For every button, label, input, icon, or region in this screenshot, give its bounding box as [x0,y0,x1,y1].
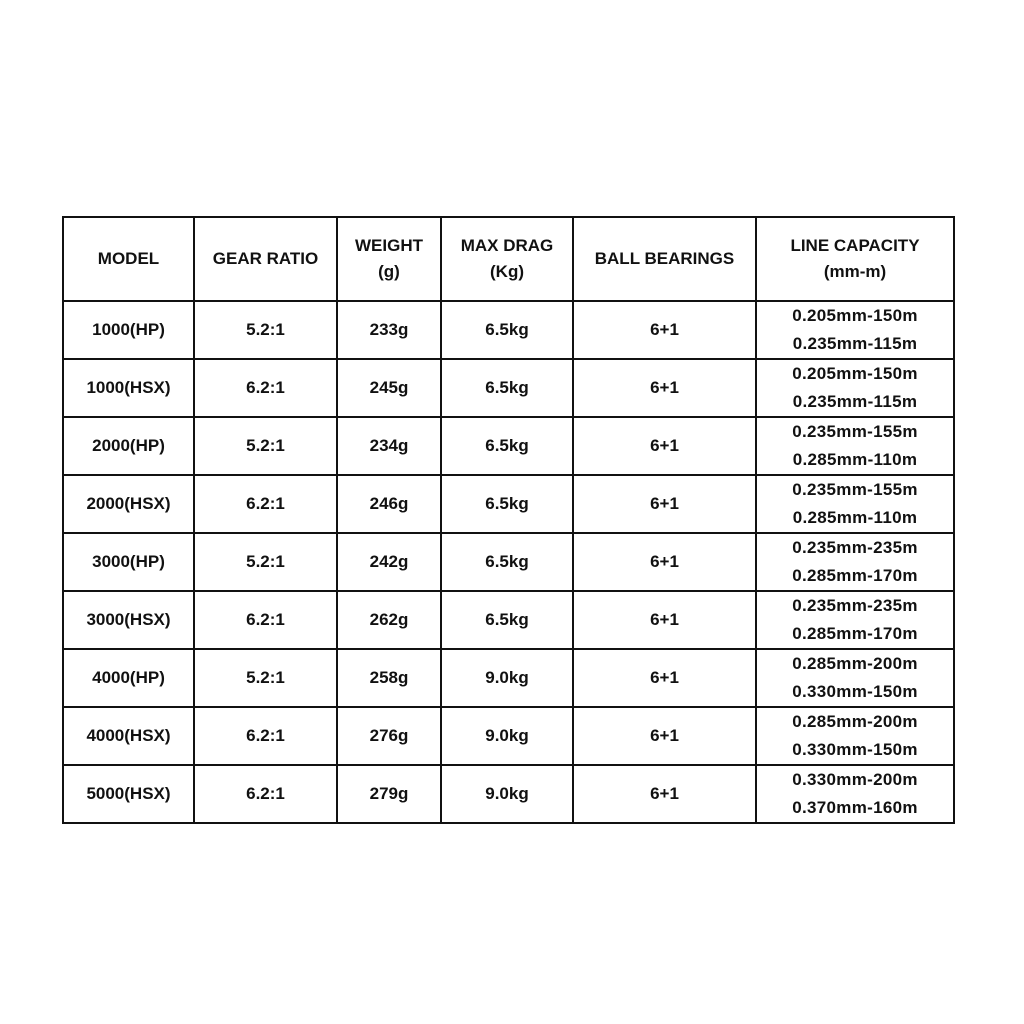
header-gear-ratio: GEAR RATIO [193,216,338,302]
line-capacity-value: 0.235mm-155m [792,480,918,499]
line-capacity-value: 0.235mm-235m [792,538,918,557]
cell-gear-ratio: 6.2:1 [193,474,338,534]
table-row: 3000(HP) 5.2:1 242g 6.5kg 6+1 0.235mm-235m 0.2… [62,532,955,592]
header-ball-bearings: BALL BEARINGS [572,216,757,302]
cell-weight: 245g [336,358,442,418]
cell-line-capacity: 0.235mm-155m 0.285mm-110m [755,474,955,534]
table-row: 3000(HSX) 6.2:1 262g 6.5kg 6+1 0.235mm-235m 0.… [62,590,955,650]
cell-weight: 242g [336,532,442,592]
line-capacity-value: 0.330mm-150m [792,740,918,759]
line-capacity-value: 0.330mm-150m [792,682,918,701]
line-capacity-value: 0.205mm-150m [792,364,918,383]
table-row: 2000(HP) 5.2:1 234g 6.5kg 6+1 0.235mm-155m 0.2… [62,416,955,476]
header-max-drag: MAX DRAG (Kg) [440,216,574,302]
table-row: 4000(HSX) 6.2:1 276g 9.0kg 6+1 0.285mm-200m 0.… [62,706,955,766]
cell-ball-bearings: 6+1 [572,532,757,592]
cell-ball-bearings: 6+1 [572,358,757,418]
cell-gear-ratio: 5.2:1 [193,648,338,708]
header-weight: WEIGHT (g) [336,216,442,302]
cell-max-drag: 9.0kg [440,706,574,766]
cell-weight: 279g [336,764,442,824]
cell-model: 3000(HSX) [62,590,195,650]
line-capacity-value: 0.285mm-110m [792,450,918,469]
cell-ball-bearings: 6+1 [572,300,757,360]
header-unit: (Kg) [490,262,524,281]
header-unit: (mm-m) [823,262,887,281]
cell-max-drag: 6.5kg [440,416,574,476]
cell-ball-bearings: 6+1 [572,706,757,766]
cell-line-capacity: 0.235mm-235m 0.285mm-170m [755,532,955,592]
line-capacity-value: 0.330mm-200m [792,770,918,789]
cell-gear-ratio: 6.2:1 [193,706,338,766]
line-capacity-value: 0.285mm-200m [792,654,918,673]
header-label: MODEL [97,249,160,268]
cell-line-capacity: 0.205mm-150m 0.235mm-115m [755,300,955,360]
line-capacity-value: 0.235mm-115m [792,392,918,411]
header-row: MODEL GEAR RATIO WEIGHT (g) MAX DRAG (Kg) BALL… [62,216,955,302]
cell-line-capacity: 0.235mm-155m 0.285mm-110m [755,416,955,476]
cell-model: 4000(HSX) [62,706,195,766]
cell-model: 4000(HP) [62,648,195,708]
table-row: 2000(HSX) 6.2:1 246g 6.5kg 6+1 0.235mm-155m 0.… [62,474,955,534]
line-capacity-value: 0.285mm-200m [792,712,918,731]
header-label: LINE CAPACITY [790,236,920,255]
cell-weight: 233g [336,300,442,360]
cell-line-capacity: 0.285mm-200m 0.330mm-150m [755,706,955,766]
header-line-capacity: LINE CAPACITY (mm-m) [755,216,955,302]
cell-max-drag: 6.5kg [440,590,574,650]
cell-max-drag: 6.5kg [440,358,574,418]
cell-gear-ratio: 5.2:1 [193,300,338,360]
line-capacity-value: 0.235mm-115m [792,334,918,353]
cell-model: 1000(HP) [62,300,195,360]
cell-line-capacity: 0.285mm-200m 0.330mm-150m [755,648,955,708]
line-capacity-value: 0.205mm-150m [792,306,918,325]
cell-ball-bearings: 6+1 [572,590,757,650]
cell-gear-ratio: 5.2:1 [193,416,338,476]
cell-weight: 276g [336,706,442,766]
cell-model: 5000(HSX) [62,764,195,824]
cell-gear-ratio: 6.2:1 [193,590,338,650]
header-label: GEAR RATIO [212,249,319,268]
cell-model: 1000(HSX) [62,358,195,418]
spec-table: MODEL GEAR RATIO WEIGHT (g) MAX DRAG (Kg) BALL… [62,216,955,824]
cell-max-drag: 9.0kg [440,764,574,824]
cell-ball-bearings: 6+1 [572,648,757,708]
table-row: 5000(HSX) 6.2:1 279g 9.0kg 6+1 0.330mm-200m 0.… [62,764,955,824]
cell-ball-bearings: 6+1 [572,416,757,476]
cell-max-drag: 6.5kg [440,532,574,592]
header-label: MAX DRAG [460,236,554,255]
table-row: 4000(HP) 5.2:1 258g 9.0kg 6+1 0.285mm-200m 0.3… [62,648,955,708]
cell-gear-ratio: 6.2:1 [193,358,338,418]
cell-ball-bearings: 6+1 [572,474,757,534]
cell-weight: 258g [336,648,442,708]
line-capacity-value: 0.285mm-170m [792,566,918,585]
cell-max-drag: 6.5kg [440,474,574,534]
cell-line-capacity: 0.330mm-200m 0.370mm-160m [755,764,955,824]
header-label: BALL BEARINGS [594,249,735,268]
cell-line-capacity: 0.205mm-150m 0.235mm-115m [755,358,955,418]
cell-weight: 246g [336,474,442,534]
line-capacity-value: 0.235mm-235m [792,596,918,615]
cell-max-drag: 9.0kg [440,648,574,708]
cell-model: 2000(HP) [62,416,195,476]
line-capacity-value: 0.235mm-155m [792,422,918,441]
line-capacity-value: 0.285mm-110m [792,508,918,527]
line-capacity-value: 0.285mm-170m [792,624,918,643]
table-row: 1000(HP) 5.2:1 233g 6.5kg 6+1 0.205mm-150m 0.2… [62,300,955,360]
header-label: WEIGHT [355,236,423,255]
cell-weight: 234g [336,416,442,476]
header-unit: (g) [378,262,400,281]
line-capacity-value: 0.370mm-160m [792,798,918,817]
header-model: MODEL [62,216,195,302]
table-row: 1000(HSX) 6.2:1 245g 6.5kg 6+1 0.205mm-150m 0.… [62,358,955,418]
cell-max-drag: 6.5kg [440,300,574,360]
cell-weight: 262g [336,590,442,650]
cell-gear-ratio: 6.2:1 [193,764,338,824]
cell-line-capacity: 0.235mm-235m 0.285mm-170m [755,590,955,650]
cell-ball-bearings: 6+1 [572,764,757,824]
cell-gear-ratio: 5.2:1 [193,532,338,592]
cell-model: 2000(HSX) [62,474,195,534]
cell-model: 3000(HP) [62,532,195,592]
